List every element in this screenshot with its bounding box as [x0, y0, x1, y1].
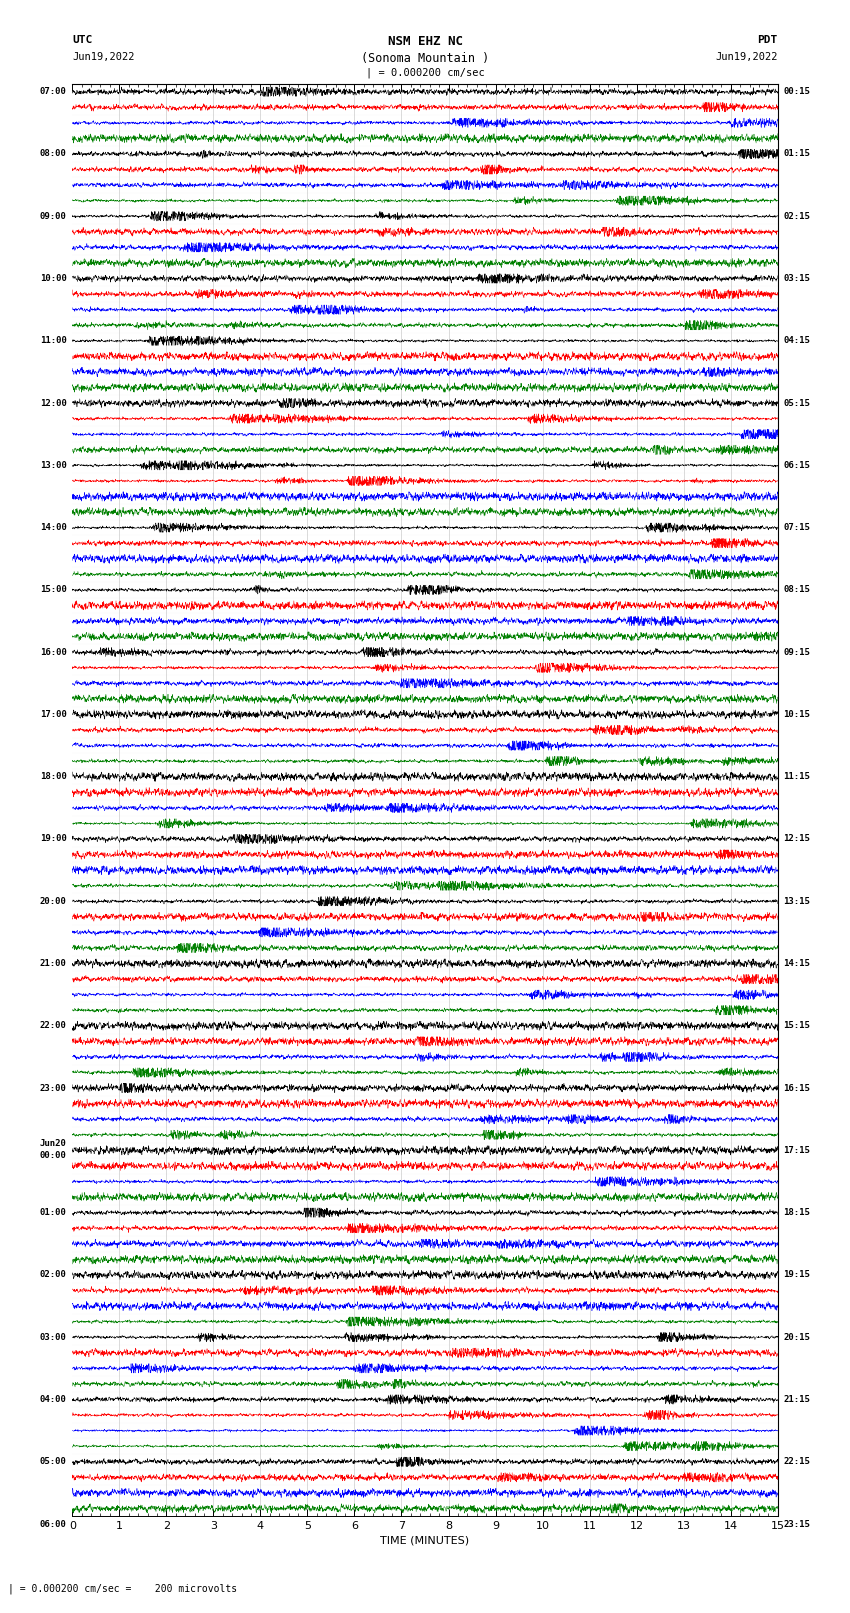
Text: UTC: UTC [72, 35, 93, 45]
Text: Jun19,2022: Jun19,2022 [72, 52, 135, 61]
Text: 23:00: 23:00 [40, 1084, 66, 1092]
Text: 18:00: 18:00 [40, 773, 66, 781]
Text: 04:00: 04:00 [40, 1395, 66, 1403]
Text: 03:15: 03:15 [784, 274, 810, 282]
Text: 00:15: 00:15 [784, 87, 810, 97]
Text: 16:00: 16:00 [40, 648, 66, 656]
Text: 21:15: 21:15 [784, 1395, 810, 1403]
Text: 15:15: 15:15 [784, 1021, 810, 1031]
Text: 09:00: 09:00 [40, 211, 66, 221]
Text: 06:00: 06:00 [40, 1519, 66, 1529]
Text: 13:00: 13:00 [40, 461, 66, 469]
Text: 19:15: 19:15 [784, 1271, 810, 1279]
Text: 20:00: 20:00 [40, 897, 66, 907]
Text: 08:15: 08:15 [784, 586, 810, 594]
Text: 10:15: 10:15 [784, 710, 810, 719]
Text: 09:15: 09:15 [784, 648, 810, 656]
Text: 12:00: 12:00 [40, 398, 66, 408]
Text: 22:00: 22:00 [40, 1021, 66, 1031]
Text: 05:15: 05:15 [784, 398, 810, 408]
Text: 13:15: 13:15 [784, 897, 810, 907]
Text: 22:15: 22:15 [784, 1457, 810, 1466]
X-axis label: TIME (MINUTES): TIME (MINUTES) [381, 1536, 469, 1545]
Text: | = 0.000200 cm/sec =    200 microvolts: | = 0.000200 cm/sec = 200 microvolts [8, 1582, 238, 1594]
Text: Jun19,2022: Jun19,2022 [715, 52, 778, 61]
Text: 17:00: 17:00 [40, 710, 66, 719]
Text: 01:15: 01:15 [784, 150, 810, 158]
Text: (Sonoma Mountain ): (Sonoma Mountain ) [361, 52, 489, 65]
Text: 14:15: 14:15 [784, 960, 810, 968]
Text: 03:00: 03:00 [40, 1332, 66, 1342]
Text: 07:00: 07:00 [40, 87, 66, 97]
Text: 08:00: 08:00 [40, 150, 66, 158]
Text: NSM EHZ NC: NSM EHZ NC [388, 35, 462, 48]
Text: 00:00: 00:00 [40, 1152, 66, 1160]
Text: 11:00: 11:00 [40, 336, 66, 345]
Text: 04:15: 04:15 [784, 336, 810, 345]
Text: 02:00: 02:00 [40, 1271, 66, 1279]
Text: 01:00: 01:00 [40, 1208, 66, 1218]
Text: 19:00: 19:00 [40, 834, 66, 844]
Text: 18:15: 18:15 [784, 1208, 810, 1218]
Text: 05:00: 05:00 [40, 1457, 66, 1466]
Text: 21:00: 21:00 [40, 960, 66, 968]
Text: 16:15: 16:15 [784, 1084, 810, 1092]
Text: 20:15: 20:15 [784, 1332, 810, 1342]
Text: 15:00: 15:00 [40, 586, 66, 594]
Text: 23:15: 23:15 [784, 1519, 810, 1529]
Text: 02:15: 02:15 [784, 211, 810, 221]
Text: 07:15: 07:15 [784, 523, 810, 532]
Text: 11:15: 11:15 [784, 773, 810, 781]
Text: 12:15: 12:15 [784, 834, 810, 844]
Text: PDT: PDT [757, 35, 778, 45]
Text: 14:00: 14:00 [40, 523, 66, 532]
Text: 06:15: 06:15 [784, 461, 810, 469]
Text: | = 0.000200 cm/sec: | = 0.000200 cm/sec [366, 68, 484, 79]
Text: Jun20: Jun20 [40, 1139, 66, 1148]
Text: 10:00: 10:00 [40, 274, 66, 282]
Text: 17:15: 17:15 [784, 1145, 810, 1155]
